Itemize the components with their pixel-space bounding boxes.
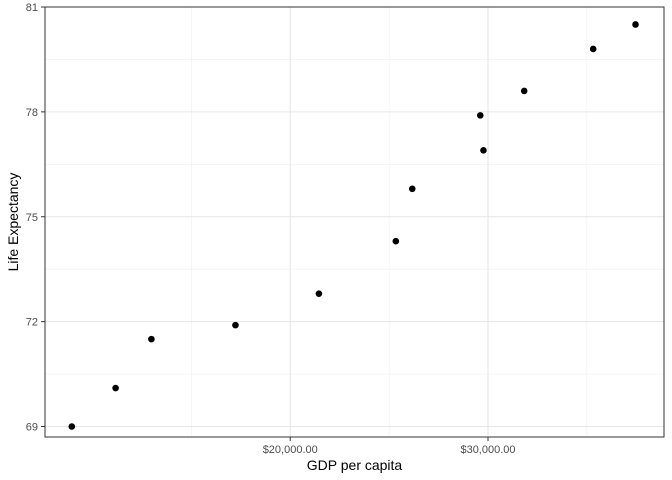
y-tick-label: 78: [26, 107, 38, 119]
x-axis-title: GDP per capita: [307, 457, 403, 473]
data-point: [589, 45, 597, 53]
data-point: [632, 21, 639, 28]
x-tick-label: $20,000.00: [263, 444, 318, 456]
data-point: [408, 185, 416, 193]
y-tick-label: 72: [26, 317, 38, 329]
y-tick-label: 81: [26, 2, 38, 14]
y-axis-title: Life Expectancy: [5, 173, 21, 272]
data-point: [520, 87, 528, 95]
data-point: [480, 147, 487, 154]
x-axis-ticks: $20,000.00 $30,000.00: [263, 437, 516, 456]
y-tick-label: 69: [26, 422, 38, 434]
plot-panel: [45, 7, 664, 437]
data-point: [476, 112, 484, 119]
data-points: [68, 21, 639, 430]
data-point: [232, 321, 239, 329]
data-point: [68, 423, 76, 430]
y-axis-ticks: 69 72 75 78 81: [26, 2, 45, 434]
data-point: [148, 335, 155, 343]
y-tick-label: 75: [26, 212, 38, 224]
minor-gridlines: [45, 7, 664, 437]
x-tick-label: $30,000.00: [460, 444, 515, 456]
data-point: [392, 237, 400, 245]
plot-border: [44, 6, 665, 438]
data-point: [112, 384, 119, 392]
data-point: [315, 290, 323, 297]
